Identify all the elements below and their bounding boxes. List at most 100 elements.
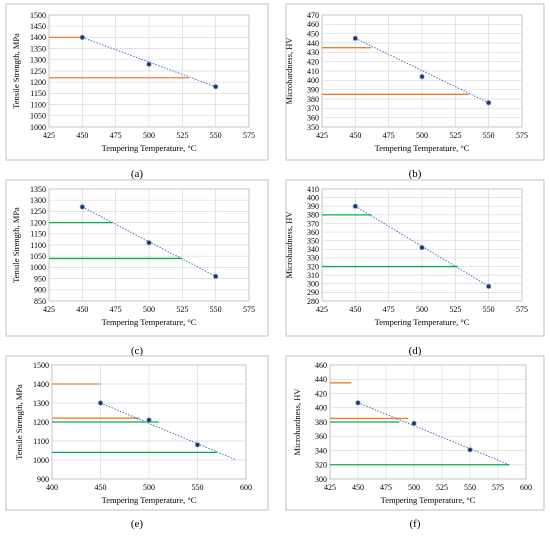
chart-f-ytick-label-3: 360 bbox=[315, 432, 327, 441]
chart-d-ytick-label-5: 330 bbox=[307, 254, 319, 263]
chart-e-xtick-label-3: 550 bbox=[192, 483, 204, 492]
chart-e-xtick-label-0: 400 bbox=[46, 483, 58, 492]
chart-f-ytick-label-8: 460 bbox=[315, 361, 327, 370]
chart-d-ytick-label-6: 340 bbox=[307, 245, 319, 254]
chart-a-panel-label: (a) bbox=[131, 168, 144, 180]
chart-d-xtick-label-2: 475 bbox=[383, 305, 395, 314]
chart-b-plot-area bbox=[321, 14, 523, 128]
chart-c-ytick-label-0: 850 bbox=[34, 297, 46, 306]
chart-d-xtick-label-3: 500 bbox=[416, 305, 428, 314]
chart-b-xtick-label-3: 500 bbox=[416, 131, 428, 140]
chart-e-trendline bbox=[100, 402, 237, 461]
chart-e-ytick-label-2: 1100 bbox=[33, 437, 49, 446]
chart-d-xtick-label-6: 575 bbox=[516, 305, 528, 314]
chart-a-ytick-label-4: 1200 bbox=[30, 78, 46, 87]
chart-b-ytick-label-2: 370 bbox=[307, 104, 319, 113]
chart-b-xtick-label-2: 475 bbox=[383, 131, 395, 140]
chart-f-frame bbox=[285, 355, 545, 511]
chart-d-ytick-label-7: 350 bbox=[307, 236, 319, 245]
chart-d-ytick-label-3: 310 bbox=[307, 271, 319, 280]
chart-c-ytick-label-3: 1000 bbox=[30, 263, 46, 272]
chart-b-xlabel: Tempering Temperature, °C bbox=[375, 143, 470, 153]
chart-f-xtick-label-5: 550 bbox=[464, 483, 476, 492]
chart-a-xtick-label-4: 525 bbox=[176, 131, 188, 140]
chart-d-point-0 bbox=[352, 203, 358, 209]
chart-panel-b: 3503603703803904004104204304404504604704… bbox=[284, 3, 545, 180]
chart-c-point-0 bbox=[79, 204, 85, 210]
chart-f-trendline bbox=[357, 402, 510, 466]
chart-c-xtick-label-5: 550 bbox=[210, 305, 222, 314]
chart-c-xtick-label-6: 575 bbox=[243, 305, 255, 314]
chart-c-ytick-label-1: 900 bbox=[34, 286, 46, 295]
chart-f-ylabel: Microhardness, HV bbox=[292, 388, 302, 456]
chart-c-ytick-label-6: 1150 bbox=[30, 230, 46, 239]
chart-a-ytick-label-1: 1050 bbox=[30, 112, 46, 121]
chart-b-ytick-label-8: 430 bbox=[307, 48, 319, 57]
chart-e-ytick-label-5: 1400 bbox=[33, 380, 49, 389]
chart-f-xtick-label-1: 450 bbox=[352, 483, 364, 492]
chart-f-xtick-label-0: 425 bbox=[324, 483, 336, 492]
chart-b-xtick-label-5: 550 bbox=[483, 131, 495, 140]
chart-e-point-0 bbox=[97, 400, 104, 406]
chart-a-ytick-label-9: 1450 bbox=[30, 22, 46, 31]
chart-panel-f: 300 320 340 360 380 400 420 440 460 425 450 475 500 5… bbox=[285, 355, 545, 530]
chart-d-ytick-label-1: 290 bbox=[307, 288, 319, 297]
chart-a-trendline bbox=[82, 36, 216, 88]
chart-f-xtick-label-7: 600 bbox=[520, 483, 532, 492]
chart-b-point-0 bbox=[352, 35, 358, 41]
chart-a-xlabel: Tempering Temperature, °C bbox=[102, 143, 197, 153]
chart-d-ytick-label-13: 410 bbox=[307, 185, 319, 194]
chart-a-ytick-label-8: 1400 bbox=[30, 33, 46, 42]
chart-d-plot-area bbox=[321, 188, 523, 302]
chart-b-xtick-label-1: 450 bbox=[349, 131, 361, 140]
chart-e-point-1 bbox=[146, 417, 152, 423]
chart-f-point-2 bbox=[467, 447, 473, 453]
chart-e-xlabel: Tempering Temperature, °C bbox=[102, 495, 197, 505]
chart-f-xtick-label-4: 525 bbox=[436, 483, 448, 492]
chart-f-panel-label: (f) bbox=[410, 518, 421, 530]
chart-d-ytick-label-4: 320 bbox=[307, 262, 319, 271]
chart-c-ylabel: Tensile Strength, MPa bbox=[11, 207, 21, 283]
chart-f-xtick-label-6: 575 bbox=[492, 483, 504, 492]
chart-f-point-1 bbox=[411, 420, 417, 427]
chart-e-xtick-label-1: 450 bbox=[95, 483, 107, 492]
chart-b-ytick-label-3: 380 bbox=[307, 95, 319, 104]
chart-a-ytick-label-10: 1500 bbox=[30, 11, 46, 20]
chart-b-ytick-label-6: 410 bbox=[307, 67, 319, 76]
chart-e-ytick-label-4: 1300 bbox=[33, 399, 49, 408]
chart-c-xtick-label-0: 425 bbox=[43, 305, 55, 314]
chart-f-ytick-label-7: 440 bbox=[315, 375, 327, 384]
chart-e-point-2 bbox=[194, 442, 201, 448]
chart-b-xtick-label-4: 525 bbox=[449, 131, 461, 140]
chart-b-ytick-label-10: 450 bbox=[307, 29, 319, 38]
chart-a-xtick-label-3: 500 bbox=[143, 131, 155, 140]
chart-c-point-2 bbox=[213, 273, 219, 280]
chart-b-point-2 bbox=[486, 100, 492, 106]
chart-e-ytick-label-0: 900 bbox=[37, 475, 49, 484]
chart-c-point-1 bbox=[146, 240, 152, 246]
chart-d-ytick-label-0: 280 bbox=[307, 297, 319, 306]
chart-f-ytick-label-1: 320 bbox=[315, 461, 327, 470]
chart-b-ytick-label-4: 390 bbox=[307, 85, 319, 94]
chart-b-ytick-label-9: 440 bbox=[307, 39, 319, 48]
chart-f-ytick-label-0: 300 bbox=[315, 475, 327, 484]
chart-e-ylabel: Tensile Strength, MPa bbox=[14, 384, 24, 460]
chart-e-xtick-label-2: 500 bbox=[143, 483, 155, 492]
chart-d-point-2 bbox=[486, 283, 492, 290]
chart-d-trendline bbox=[355, 205, 489, 287]
chart-f-xlabel: Tempering Temperature, °C bbox=[381, 495, 476, 505]
chart-f-xtick-label-2: 475 bbox=[380, 483, 392, 492]
chart-b-ytick-label-7: 420 bbox=[307, 57, 319, 66]
chart-f-point-0 bbox=[355, 400, 361, 406]
chart-d-point-1 bbox=[419, 244, 425, 251]
chart-a-xtick-label-6: 575 bbox=[243, 131, 255, 140]
chart-a-ylabel: Tensile Strength, MPa bbox=[11, 33, 21, 109]
chart-d-ytick-label-12: 400 bbox=[307, 193, 319, 202]
chart-d-xtick-label-0: 425 bbox=[316, 305, 328, 314]
chart-c-ytick-label-5: 1100 bbox=[30, 241, 46, 250]
chart-panel-e: 900 1000 1100 1200 1300 1400 1500 400 450 500 550 6… bbox=[5, 355, 269, 530]
chart-b-panel-label: (b) bbox=[409, 168, 422, 180]
chart-d-xtick-label-4: 525 bbox=[449, 305, 461, 314]
chart-f-xtick-label-3: 500 bbox=[408, 483, 420, 492]
